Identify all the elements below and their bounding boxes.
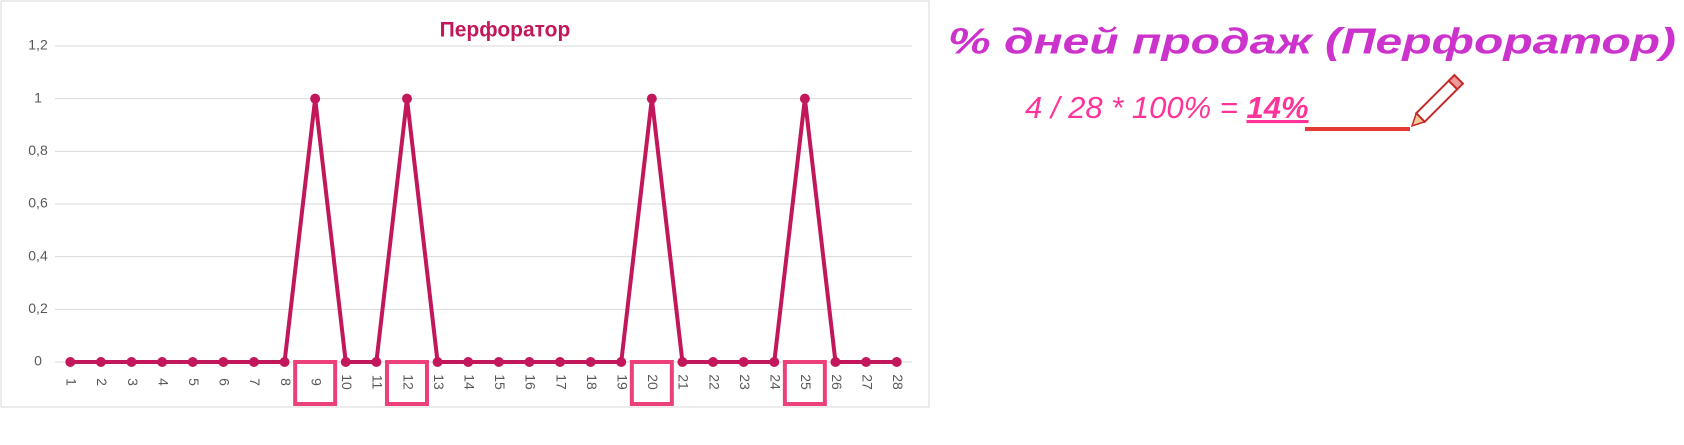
y-tick-label: 0,8	[28, 142, 48, 158]
x-tick-label: 12	[400, 374, 416, 390]
pencil-icon	[1410, 73, 1465, 128]
x-tick-label: 6	[217, 378, 233, 386]
x-tick-label: 24	[768, 374, 784, 390]
point	[555, 357, 566, 367]
x-tick-label: 28	[890, 374, 906, 390]
point	[279, 357, 290, 367]
y-tick-label: 0,4	[28, 247, 48, 263]
x-tick-label: 15	[492, 374, 508, 390]
point	[218, 357, 229, 367]
point	[677, 357, 688, 367]
point	[891, 357, 902, 367]
y-tick-label: 0	[34, 353, 42, 369]
point	[248, 357, 259, 367]
x-tick-label: 26	[829, 374, 845, 390]
y-tick-label: 0,6	[28, 195, 48, 211]
point	[769, 357, 780, 367]
point	[830, 357, 841, 367]
y-tick-label: 1	[34, 89, 42, 105]
annotation-formula: 4 / 28 * 100% = 14%	[1025, 90, 1309, 125]
x-tick-label: 13	[431, 374, 447, 390]
y-tick-label: 1,2	[28, 37, 48, 53]
highlight-box	[293, 360, 338, 406]
formula: 4 / 28 * 100% =	[1025, 90, 1246, 125]
point	[738, 357, 749, 367]
chart-title: Перфоратор	[440, 19, 571, 42]
point	[646, 93, 657, 104]
formula-result: 14%	[1246, 90, 1308, 125]
annotation-title: % дней продаж (Перфоратор)	[948, 21, 1676, 62]
x-tick-label: 23	[737, 374, 753, 390]
highlight-box	[629, 360, 674, 406]
point	[126, 357, 137, 367]
point	[157, 357, 168, 367]
x-tick-label: 2	[94, 378, 110, 386]
x-tick-label: 16	[523, 374, 539, 390]
x-tick-label: 20	[645, 374, 661, 390]
x-tick-label: 18	[584, 374, 600, 390]
highlight-box	[782, 360, 827, 406]
y-tick-label: 0,2	[28, 300, 48, 316]
x-tick-label: 7	[247, 378, 263, 386]
point	[524, 357, 535, 367]
point	[616, 357, 627, 367]
point	[340, 357, 351, 367]
x-tick-label: 10	[339, 374, 355, 390]
point	[861, 357, 872, 367]
point	[585, 357, 596, 367]
x-tick-label: 21	[676, 374, 692, 390]
x-tick-label: 27	[859, 374, 875, 390]
x-tick-label: 3	[125, 378, 141, 386]
x-tick-label: 8	[278, 378, 294, 386]
x-tick-label: 22	[706, 374, 722, 390]
x-tick-label: 5	[186, 378, 202, 386]
point	[493, 357, 504, 367]
line	[70, 96, 897, 364]
x-tick-label: 17	[553, 374, 569, 390]
x-tick-label: 14	[461, 374, 477, 390]
x-tick-label: 9	[308, 378, 324, 386]
x-tick-label: 1	[64, 378, 80, 386]
point	[708, 357, 719, 367]
x-tick-label: 19	[615, 374, 631, 390]
point	[432, 357, 443, 367]
highlight-box	[384, 360, 429, 406]
point	[799, 93, 810, 104]
x-tick-label: 11	[370, 375, 386, 390]
point	[463, 357, 474, 367]
point	[401, 93, 412, 104]
point	[95, 357, 106, 367]
x-tick-label: 25	[798, 374, 814, 390]
point	[65, 357, 76, 367]
point	[310, 93, 321, 104]
x-tick-label: 4	[155, 378, 171, 386]
point	[187, 357, 198, 367]
point	[371, 357, 382, 367]
